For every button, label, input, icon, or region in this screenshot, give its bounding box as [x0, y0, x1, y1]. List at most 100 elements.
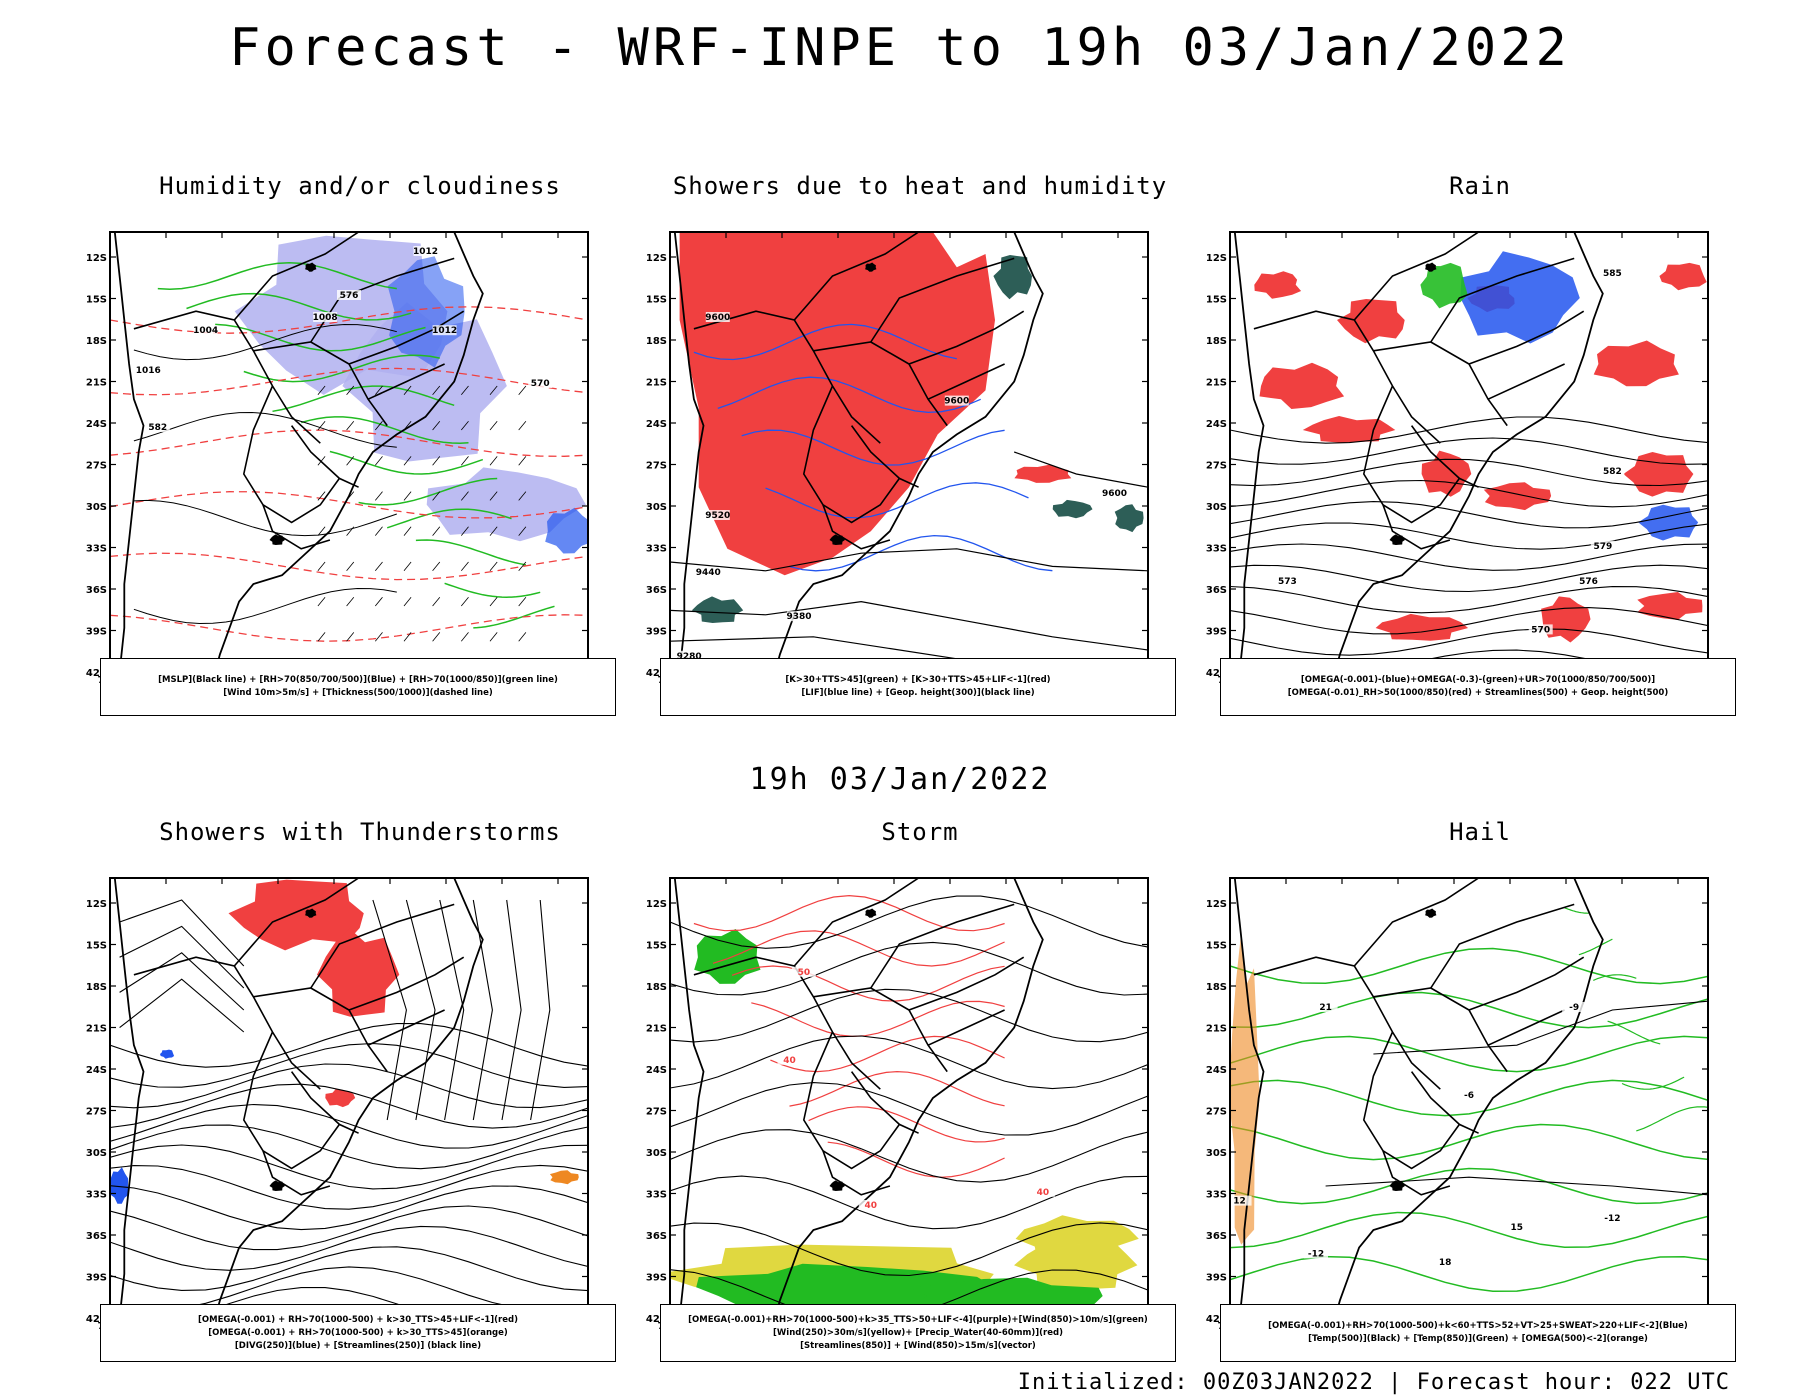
streamline [1230, 607, 1708, 635]
valid-time-title: 19h 03/Jan/2022 [749, 762, 1051, 797]
showers-area [691, 596, 744, 623]
contour-label: 50 [798, 968, 811, 978]
country-border [310, 903, 455, 989]
streamline [1230, 522, 1708, 550]
contour-label: 9600 [944, 397, 969, 407]
rain-area [1259, 362, 1345, 409]
wind-vector [432, 491, 441, 501]
thickness-line [110, 429, 588, 457]
country-border [1382, 1150, 1451, 1196]
lat-tick-label: 12S [86, 899, 107, 910]
precip-water-contour [751, 1000, 1005, 1038]
rh-contour [329, 450, 484, 475]
wind-vector [346, 632, 355, 642]
lat-tick-label: 21S [1206, 378, 1227, 389]
wind-vector [374, 596, 383, 607]
precip-water-contour [731, 965, 1005, 1002]
jet-wind-area [1015, 1215, 1139, 1260]
contour-label: 12 [1233, 1197, 1246, 1207]
country-border [1487, 363, 1565, 400]
lat-tick-label: 24S [646, 419, 667, 430]
wind-vector [432, 526, 441, 536]
precip-water-contour [827, 1141, 1005, 1178]
lat-tick-label: 36S [1206, 585, 1227, 596]
showers-area [1114, 504, 1144, 533]
lat-tick-label: 12S [1206, 899, 1227, 910]
mslp-isobar [133, 323, 397, 361]
panel-legend: [OMEGA(-0.001)+RH>70(1000-500)+k>35_TTS>… [660, 1304, 1176, 1362]
showers-area [1014, 464, 1072, 483]
lake [305, 262, 317, 272]
wind-vector [346, 526, 355, 536]
lat-tick-label: 21S [646, 1024, 667, 1035]
wind-vector [317, 456, 326, 466]
country-border [1430, 257, 1575, 343]
temp-850-contour [1578, 938, 1613, 956]
country-border [233, 878, 360, 967]
temp-850-contour [1230, 1035, 1708, 1073]
rain-area [1254, 271, 1302, 299]
streamline [1230, 479, 1708, 508]
thunder-orange-area [549, 1170, 579, 1185]
lif-contour [741, 429, 1005, 466]
streamline [472, 899, 493, 1121]
lat-tick-label: 24S [1206, 1065, 1227, 1076]
showers-lif-area [679, 232, 995, 576]
wind-vector [346, 491, 355, 501]
wind-vector [317, 526, 326, 536]
wind-vector [317, 561, 326, 572]
rain-area [1659, 262, 1707, 291]
streamline [670, 1082, 1148, 1136]
lat-tick-label: 36S [86, 1231, 107, 1242]
lat-tick-label: 30S [86, 502, 107, 513]
temp-850-contour [1230, 991, 1708, 1029]
thunder-area [317, 928, 400, 1017]
lake [829, 1180, 845, 1191]
lat-tick-label: 12S [1206, 253, 1227, 264]
lat-tick-label: 24S [86, 419, 107, 430]
country-border [1430, 903, 1575, 989]
country-border [1353, 232, 1480, 321]
panel-humidity: Humidity and/or cloudiness 1012 1012 1008 10… [80, 172, 640, 752]
lat-tick-label: 18S [86, 336, 107, 347]
contour-label: -12 [1604, 1214, 1620, 1224]
panel-title: Showers with Thunderstorms [159, 818, 561, 846]
contour-label: -6 [1464, 1091, 1474, 1101]
lif-contour [693, 323, 957, 361]
thunder-area [325, 1088, 356, 1108]
coastline [774, 232, 1044, 672]
lat-tick-label: 39S [86, 627, 107, 638]
mslp-isobar [133, 411, 397, 448]
geop-height-line [670, 600, 1148, 651]
wind-vector [518, 385, 527, 396]
country-border [290, 1071, 359, 1134]
wind-vector [346, 561, 355, 572]
contour-label: 576 [1579, 577, 1598, 587]
rain-area [1593, 340, 1679, 387]
lat-tick-label: 15S [86, 295, 107, 306]
streamline [1230, 543, 1708, 571]
panel-storm: Storm 40 50 40 40 12S 15S 18S 21S 24S 27S 30S 33S 36S… [640, 818, 1200, 1398]
omega-500-area [1230, 935, 1260, 1245]
panel-hail: Hail -9 -6 -12 -12 12 15 18 21 12S 15S 18S 21S 24S 27S… [1200, 818, 1760, 1398]
contour-label: 40 [864, 1201, 877, 1211]
lat-tick-label: 33S [1206, 544, 1227, 555]
wind-vector [460, 420, 469, 431]
streamline [405, 899, 436, 1121]
forecast-map-storm: 40 50 40 40 12S 15S 18S 21S 24S 27S 30S 33S 36S 39S 42… [646, 877, 1149, 1332]
lat-tick-label: 39S [646, 1273, 667, 1284]
streamline [110, 1225, 588, 1271]
lat-tick-label: 42S [646, 1314, 667, 1325]
country-border [908, 310, 1025, 365]
geop-height-line [670, 548, 1148, 572]
lake [829, 534, 845, 545]
lat-tick-label: 30S [646, 502, 667, 513]
temp-850-contour [1230, 1079, 1708, 1117]
wind-vector [432, 456, 441, 466]
lake [1389, 534, 1405, 545]
panel-showers: Showers due to heat and humidity 9600 9600… [640, 172, 1200, 752]
streamline [670, 895, 1148, 949]
lake [865, 262, 877, 272]
lat-tick-label: 15S [1206, 295, 1227, 306]
contour-label: -12 [1308, 1249, 1324, 1259]
